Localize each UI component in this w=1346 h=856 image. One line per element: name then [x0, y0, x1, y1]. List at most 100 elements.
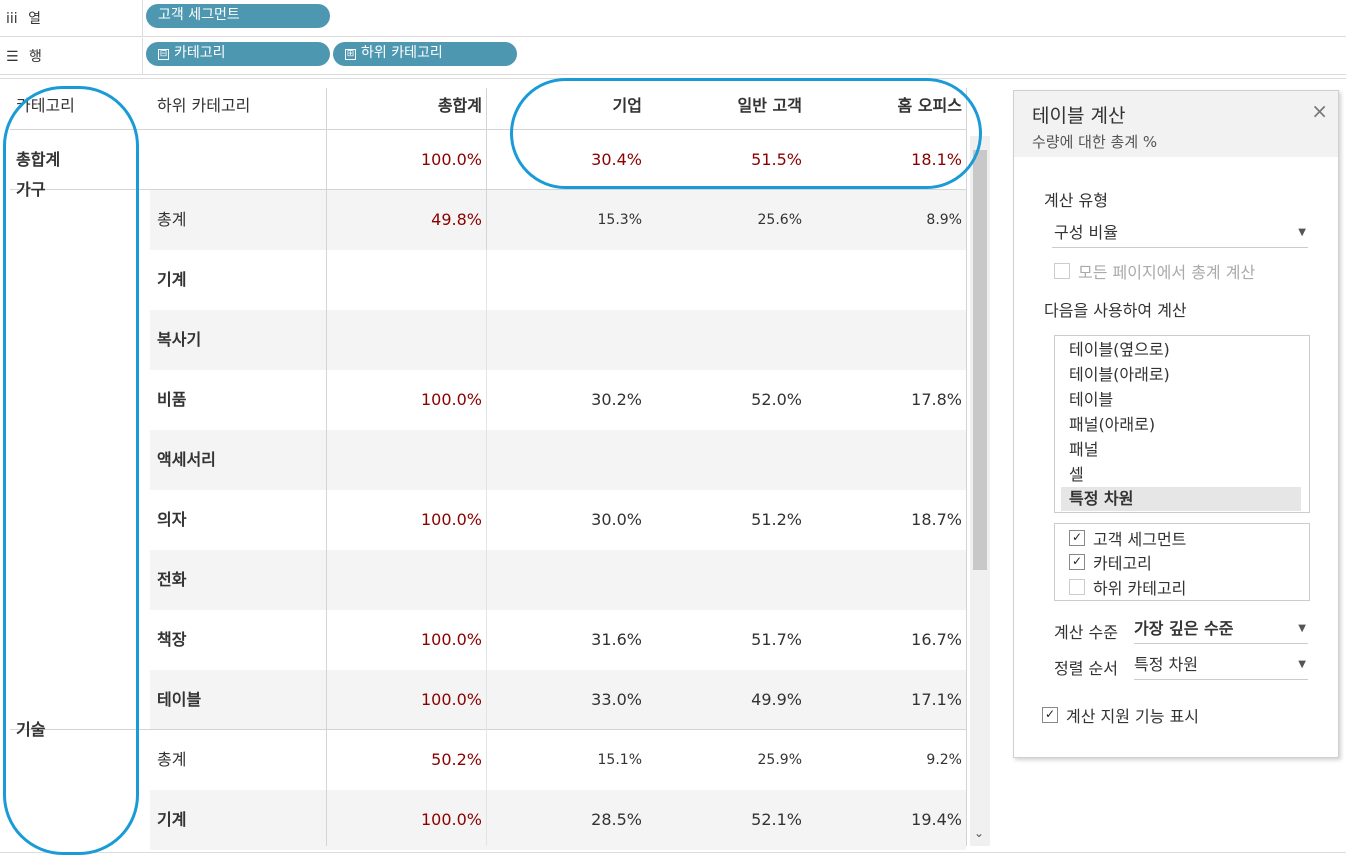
value-c3[interactable]	[810, 250, 962, 310]
dropdown-arrow-icon: ▼	[1298, 623, 1306, 634]
category-label: 기술	[16, 720, 46, 739]
collapse-icon[interactable]: ⊟	[158, 49, 169, 60]
value-c2[interactable]	[650, 250, 802, 310]
level-label: 계산 수준	[1054, 623, 1118, 642]
all-pages-checkbox[interactable]: 모든 페이지에서 총계 계산	[1054, 259, 1255, 283]
value-c1[interactable]: 30.0%	[591, 510, 642, 529]
value-c3[interactable]	[810, 550, 962, 610]
value-c2[interactable]: 51.7%	[751, 630, 802, 649]
header-subcategory[interactable]: 하위 카테고리	[157, 96, 251, 115]
compute-option[interactable]: 테이블(옆으로)	[1069, 340, 1170, 359]
value-c2[interactable]: 52.1%	[751, 810, 802, 829]
dim-subcategory-checkbox[interactable]: 하위 카테고리	[1069, 575, 1186, 599]
value-c3[interactable]: 17.8%	[911, 390, 962, 409]
header-total[interactable]: 총합계	[437, 96, 482, 115]
value-c2[interactable]: 52.0%	[751, 390, 802, 409]
value-total[interactable]: 100.0%	[420, 510, 482, 529]
value-c3[interactable]: 18.7%	[911, 510, 962, 529]
value-total[interactable]	[330, 550, 482, 610]
dim-category-checkbox[interactable]: ✓ 카테고리	[1069, 550, 1152, 574]
value-c3[interactable]: 17.1%	[911, 690, 962, 709]
grand-total-c2[interactable]: 51.5%	[751, 150, 802, 169]
subcategory-label: 복사기	[157, 330, 202, 349]
value-c1[interactable]	[490, 430, 642, 490]
value-c2[interactable]: 25.6%	[757, 212, 802, 228]
dropdown-arrow-icon: ▼	[1298, 659, 1306, 670]
calc-type-label: 계산 유형	[1044, 191, 1108, 210]
category-label: 가구	[16, 180, 46, 199]
value-total[interactable]: 100.0%	[420, 390, 482, 409]
columns-shelf-label: iii 열	[6, 11, 42, 27]
value-total[interactable]	[330, 310, 482, 370]
compute-option-selected[interactable]: 특정 차원	[1061, 487, 1301, 511]
sort-label: 정렬 순서	[1054, 659, 1118, 678]
value-total[interactable]: 100.0%	[420, 690, 482, 709]
columns-icon: iii	[6, 11, 18, 27]
rows-shelf-label: ☰ 행	[6, 49, 42, 65]
subcategory-label: 의자	[157, 510, 187, 529]
value-c3[interactable]	[810, 310, 962, 370]
value-c3[interactable]: 16.7%	[911, 630, 962, 649]
value-total[interactable]: 100.0%	[420, 630, 482, 649]
header-consumer[interactable]: 일반 고객	[737, 96, 802, 115]
compute-option[interactable]: 셀	[1069, 465, 1084, 484]
scroll-down-icon[interactable]: ⌄	[974, 826, 985, 840]
value-c2[interactable]: 49.9%	[751, 690, 802, 709]
panel-header: 테이블 계산 수량에 대한 총계 % ×	[1014, 91, 1338, 157]
header-corporate[interactable]: 기업	[612, 96, 642, 115]
grand-total-total[interactable]: 100.0%	[420, 150, 482, 169]
pill-subcategory[interactable]: ⊞ 하위 카테고리	[333, 42, 517, 66]
value-c2[interactable]	[650, 550, 802, 610]
compute-option[interactable]: 테이블(아래로)	[1069, 365, 1170, 384]
subcategory-label: 액세서리	[157, 450, 216, 469]
value-c1[interactable]: 15.3%	[597, 212, 642, 228]
value-c1[interactable]	[490, 550, 642, 610]
vertical-scrollbar[interactable]: ⌄	[970, 136, 990, 846]
compute-using-list[interactable]: 테이블(옆으로) 테이블(아래로) 테이블 패널(아래로) 패널 셀 특정 차원	[1054, 335, 1310, 513]
expand-icon[interactable]: ⊞	[345, 49, 356, 60]
value-c2[interactable]	[650, 430, 802, 490]
value-c2[interactable]	[650, 310, 802, 370]
value-total[interactable]	[330, 250, 482, 310]
value-total[interactable]: 100.0%	[420, 810, 482, 829]
show-assist-checkbox[interactable]: ✓ 계산 지원 기능 표시	[1042, 703, 1199, 727]
close-icon[interactable]: ×	[1311, 99, 1328, 123]
compute-option[interactable]: 테이블	[1069, 390, 1114, 409]
pill-category[interactable]: ⊟ 카테고리	[146, 42, 330, 66]
pill-customer-segment[interactable]: 고객 세그먼트	[146, 4, 330, 28]
grand-total-c1[interactable]: 30.4%	[591, 150, 642, 169]
value-c2[interactable]: 25.9%	[757, 752, 802, 768]
level-dropdown[interactable]: 가장 깊은 수준 ▼	[1134, 615, 1308, 644]
scrollbar-thumb[interactable]	[973, 150, 987, 570]
compute-option[interactable]: 패널(아래로)	[1069, 415, 1156, 434]
sort-dropdown[interactable]: 특정 차원 ▼	[1134, 651, 1308, 680]
value-total[interactable]	[330, 430, 482, 490]
value-c1[interactable]: 30.2%	[591, 390, 642, 409]
value-c3[interactable]: 8.9%	[926, 212, 962, 228]
checkmark-icon: ✓	[1042, 707, 1058, 723]
value-c1[interactable]	[490, 250, 642, 310]
subcategory-label: 테이블	[157, 690, 202, 709]
subcategory-label: 총계	[157, 210, 187, 229]
grand-total-label: 총합계	[16, 150, 61, 169]
value-c1[interactable]: 31.6%	[591, 630, 642, 649]
value-c3[interactable]: 9.2%	[926, 752, 962, 768]
calc-type-dropdown[interactable]: 구성 비율 ▼	[1052, 219, 1308, 248]
dimension-checklist: ✓ 고객 세그먼트 ✓ 카테고리 하위 카테고리	[1054, 523, 1310, 601]
value-c3[interactable]	[810, 430, 962, 490]
value-c2[interactable]: 51.2%	[751, 510, 802, 529]
value-c1[interactable]: 15.1%	[597, 752, 642, 768]
value-c1[interactable]	[490, 310, 642, 370]
subcategory-label: 총계	[157, 750, 187, 769]
compute-option[interactable]: 패널	[1069, 440, 1099, 459]
checkmark-icon: ✓	[1069, 554, 1085, 570]
dim-customer-segment-checkbox[interactable]: ✓ 고객 세그먼트	[1069, 526, 1186, 550]
subcategory-label: 기계	[157, 270, 187, 289]
value-c3[interactable]: 19.4%	[911, 810, 962, 829]
value-c1[interactable]: 33.0%	[591, 690, 642, 709]
subcategory-label: 전화	[157, 570, 187, 589]
value-total[interactable]: 50.2%	[431, 750, 482, 769]
value-total[interactable]: 49.8%	[431, 210, 482, 229]
table-calc-panel: 테이블 계산 수량에 대한 총계 % × 계산 유형 구성 비율 ▼ 모든 페이…	[1013, 90, 1339, 758]
value-c1[interactable]: 28.5%	[591, 810, 642, 829]
